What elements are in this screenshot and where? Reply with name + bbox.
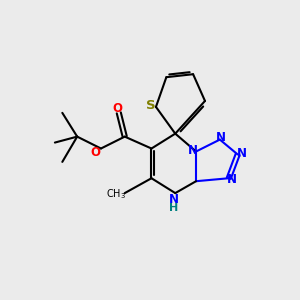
Text: N: N — [237, 147, 247, 161]
Text: N: N — [169, 193, 179, 206]
Text: H: H — [169, 203, 178, 213]
Text: O: O — [112, 102, 122, 115]
Text: N: N — [227, 173, 237, 186]
Text: CH$_3$: CH$_3$ — [106, 188, 126, 202]
Text: O: O — [91, 146, 100, 159]
Text: N: N — [188, 144, 198, 158]
Text: S: S — [146, 99, 155, 112]
Text: N: N — [216, 131, 226, 144]
